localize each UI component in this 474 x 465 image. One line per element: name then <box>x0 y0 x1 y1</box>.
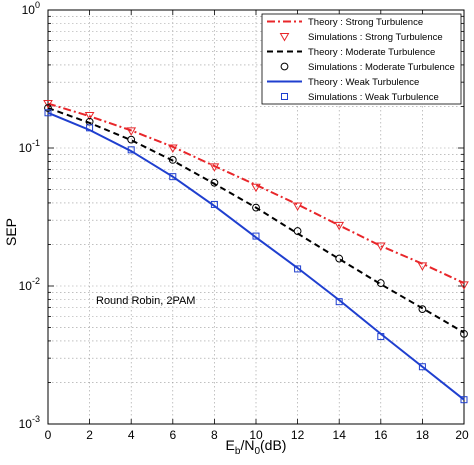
legend-marker-swatch <box>280 62 289 71</box>
x-axis-label-sub1: b <box>235 446 241 457</box>
legend-entry: Theory : Weak Turbulence <box>308 77 419 88</box>
data-point <box>294 265 302 273</box>
legend-box <box>261 13 462 105</box>
data-point <box>335 254 344 263</box>
data-point <box>459 281 469 290</box>
data-point <box>252 203 260 212</box>
legend-entry: Simulations : Moderate Turbulence <box>308 62 455 73</box>
data-point <box>334 221 345 231</box>
data-point <box>127 135 136 144</box>
data-point <box>375 242 386 251</box>
x-tick-label: 18 <box>416 428 430 442</box>
y-tick-base: 10 <box>19 279 33 293</box>
data-point <box>417 262 428 271</box>
axes <box>47 9 465 425</box>
x-axis-label: Eb/N0(dB) <box>226 437 287 457</box>
legend-entry: Theory : Moderate Turbulence <box>308 47 435 58</box>
x-tick-label: 6 <box>169 428 176 442</box>
x-tick-label: 16 <box>374 428 388 442</box>
data-point <box>86 124 94 132</box>
data-point <box>335 298 343 306</box>
data-point <box>293 227 302 235</box>
x-tick-label: 12 <box>291 428 305 442</box>
x-axis-label-tail: (dB) <box>260 437 286 453</box>
x-tick-label: 14 <box>333 428 347 442</box>
data-point <box>167 144 178 154</box>
data-point <box>251 183 261 193</box>
y-tick-label: 10-1 <box>19 138 40 155</box>
data-point <box>168 155 177 164</box>
y-tick-exp: -2 <box>32 276 40 286</box>
data-point <box>44 104 52 112</box>
legend-marker-swatch <box>281 93 288 100</box>
annotation-text: Round Robin, 2PAM <box>96 295 195 307</box>
data-point <box>292 202 303 211</box>
series-line <box>47 107 465 334</box>
y-tick-label: 10-3 <box>19 414 40 431</box>
data-point <box>418 305 427 314</box>
legend-entry: Theory : Strong Turbulence <box>308 17 423 28</box>
data-point <box>460 396 468 404</box>
data-point <box>126 127 137 136</box>
data-point <box>44 109 52 117</box>
x-tick-label: 8 <box>211 428 218 442</box>
data-point <box>43 100 53 109</box>
y-tick-base: 10 <box>19 417 33 431</box>
legend-entry: Simulations : Weak Turbulence <box>308 92 439 103</box>
plot-area <box>43 100 469 404</box>
data-point <box>252 232 260 240</box>
data-point <box>210 200 218 208</box>
data-point <box>209 163 220 172</box>
data-point <box>460 329 468 338</box>
y-tick-base: 10 <box>19 141 33 155</box>
legend-marker-swatch <box>279 33 290 42</box>
data-point <box>169 173 177 181</box>
data-point <box>127 146 135 154</box>
x-tick-label: 4 <box>128 428 135 442</box>
y-axis-label: SEP <box>3 218 19 246</box>
x-tick-label: 0 <box>45 428 52 442</box>
x-tick-label: 10 <box>249 428 263 442</box>
x-tick-label: 20 <box>455 428 469 442</box>
data-point <box>376 279 385 287</box>
y-tick-label: 10-2 <box>19 276 40 293</box>
y-tick-base: 10 <box>22 3 36 17</box>
y-tick-label: 100 <box>22 0 40 17</box>
legend: Theory : Strong Turbulence Simulations : … <box>261 13 462 105</box>
data-point <box>210 178 219 187</box>
x-axis-label-sub2: 0 <box>254 446 260 457</box>
grid <box>48 10 464 424</box>
data-point <box>418 363 426 371</box>
data-point <box>377 333 385 341</box>
legend-entry: Simulations : Strong Turbulence <box>308 32 443 43</box>
y-tick-exp: -3 <box>32 414 40 424</box>
x-axis-label-base: E <box>226 437 235 453</box>
x-axis-label-mid: /N <box>240 437 254 453</box>
y-tick-exp: 0 <box>35 0 40 10</box>
data-point <box>84 111 95 121</box>
series-line <box>47 111 465 401</box>
x-tick-label: 2 <box>86 428 93 442</box>
y-tick-exp: -1 <box>32 138 40 148</box>
